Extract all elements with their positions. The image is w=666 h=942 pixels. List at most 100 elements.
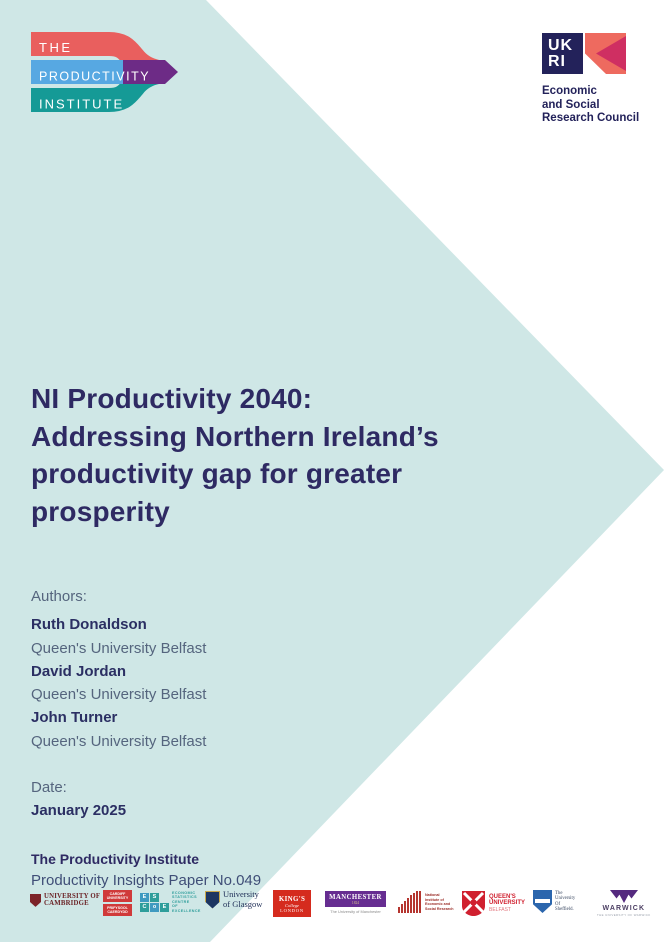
ukri-mark-row: UK RI xyxy=(542,33,666,74)
cambridge-line-1: UNIVERSITY OF xyxy=(44,893,101,900)
kings-line-1: KING'S xyxy=(278,894,306,903)
qub-line-3: BELFAST xyxy=(489,906,511,913)
productivity-institute-logo: THE PRODUCTIVITY INSTITUTE xyxy=(31,32,178,112)
tpi-blue-band xyxy=(31,60,135,84)
escoe-line-3: CENTRE xyxy=(172,899,190,904)
authors-label: Authors: xyxy=(31,588,87,605)
author-affiliation: Queen's University Belfast xyxy=(31,639,207,657)
cambridge-line-2: CAMBRIDGE xyxy=(44,900,89,908)
footer-paper-number: Productivity Insights Paper No.049 xyxy=(31,872,262,889)
title-line-4: prosperity xyxy=(31,495,170,527)
date-value: January 2025 xyxy=(31,802,127,820)
cardiff-line-2: UNIVERSITY xyxy=(106,896,129,900)
manchester-purple-box: MANCHESTER 1824 xyxy=(325,891,386,907)
niesr-bars-icon xyxy=(398,891,421,913)
escoe-square: o xyxy=(150,902,159,912)
author-affiliation: Queen's University Belfast xyxy=(31,732,207,750)
tpi-word-institute: INSTITUTE xyxy=(39,97,124,112)
ukri-letters-top: UK xyxy=(548,36,574,54)
escoe-line-1: ECONOMIC xyxy=(172,891,196,895)
esrc-line-2: and Social xyxy=(542,98,600,111)
tpi-purple-arrow-icon xyxy=(123,60,178,84)
title-line-3: productivity gap for greater xyxy=(31,458,403,489)
warwick-w-icon xyxy=(609,890,638,903)
niesr-line-3: Economic and xyxy=(425,902,451,906)
ukri-letters-icon: UK RI xyxy=(542,33,583,74)
ukri-arrow-icon xyxy=(585,33,626,74)
niesr-line-2: Institute of xyxy=(425,897,444,902)
sheffield-wordmark: The University Of Sheffield. xyxy=(555,891,575,913)
tpi-word-productivity: PRODUCTIVITY xyxy=(39,70,150,84)
author-name: Ruth Donaldson xyxy=(31,616,147,634)
cardiff-line-3: PRIFYSGOL xyxy=(107,905,128,910)
escoe-line-4: OF xyxy=(172,904,178,909)
escoe-square: E xyxy=(160,902,169,912)
esrc-council-name: Economic and Social Research Council xyxy=(542,85,666,126)
partner-logo-queens-belfast: QUEEN'S UNIVERSITY BELFAST xyxy=(461,890,525,917)
escoe-square: C xyxy=(140,902,149,912)
partner-logo-cambridge: UNIVERSITY OF CAMBRIDGE xyxy=(30,893,100,908)
footer-block: The Productivity Institute Productivity … xyxy=(31,851,261,889)
authors-block: Authors: Ruth Donaldson Queen's Universi… xyxy=(31,585,206,823)
page-title: NI Productivity 2040: Addressing Norther… xyxy=(31,380,511,530)
sheffield-line-1: The xyxy=(555,890,563,896)
title-line-2: Addressing Northern Ireland’s xyxy=(31,420,439,452)
partner-logo-warwick: WARWICK THE UNIVERSITY OF WARWICK xyxy=(597,890,651,917)
escoe-square: E xyxy=(140,892,149,902)
cardiff-line-4: CAERDYDD xyxy=(107,910,128,914)
warwick-subline: THE UNIVERSITY OF WARWICK xyxy=(597,913,651,917)
manchester-line-1: MANCHESTER xyxy=(329,893,382,901)
partner-logo-escoe: E S C o E ECONOMIC STATISTICS CENTRE OF … xyxy=(140,891,201,913)
kings-red-box: KING'S College LONDON xyxy=(273,890,311,917)
niesr-line-1: National xyxy=(425,893,440,897)
escoe-square: S xyxy=(150,892,159,902)
partner-logo-sheffield: The University Of Sheffield. xyxy=(533,890,575,913)
partner-logo-manchester: MANCHESTER 1824 The University of Manche… xyxy=(325,891,386,914)
manchester-subline: The University of Manchester xyxy=(330,908,381,914)
ukri-letters-bottom: RI xyxy=(548,52,566,70)
escoe-line-5: EXCELLENCE xyxy=(172,908,201,913)
author-name: David Jordan xyxy=(31,662,127,680)
partner-logo-strip: UNIVERSITY OF CAMBRIDGE CARDIFF UNIVERSI… xyxy=(0,888,666,922)
glasgow-line-1: University xyxy=(223,889,259,899)
esrc-line-3: Research Council xyxy=(542,112,640,124)
qub-crest-icon xyxy=(462,891,485,916)
sheffield-line-4: Sheffield. xyxy=(555,906,574,912)
niesr-line-4: Social Research xyxy=(425,906,454,911)
sheffield-line-3: Of xyxy=(555,901,561,907)
escoe-wordmark: ECONOMIC STATISTICS CENTRE OF EXCELLENCE xyxy=(172,891,201,913)
partner-logo-kings: KING'S College LONDON xyxy=(273,890,311,917)
title-line-1: NI Productivity 2040: xyxy=(31,383,313,414)
cambridge-wordmark: UNIVERSITY OF CAMBRIDGE xyxy=(44,893,100,908)
esrc-line-1: Economic xyxy=(542,85,597,97)
cardiff-box-english: CARDIFF UNIVERSITY xyxy=(103,890,132,902)
author-name: John Turner xyxy=(31,709,118,727)
cardiff-line-1: CARDIFF xyxy=(109,891,126,896)
cardiff-box-welsh: PRIFYSGOL CAERDYDD xyxy=(103,904,132,916)
partner-logo-niesr: National Institute of Economic and Socia… xyxy=(398,891,454,913)
kings-line-3: LONDON xyxy=(280,907,304,913)
manchester-line-2: 1824 xyxy=(351,900,360,905)
glasgow-line-2: of Glasgow xyxy=(223,898,263,909)
date-label: Date: xyxy=(31,779,67,797)
qub-line-1: QUEEN'S xyxy=(489,893,516,900)
author-affiliation: Queen's University Belfast xyxy=(31,686,207,704)
glasgow-wordmark: University of Glasgow xyxy=(223,889,263,909)
escoe-grid-icon: E S C o E xyxy=(140,892,169,912)
kings-line-2: College xyxy=(285,902,299,908)
partner-logo-cardiff: CARDIFF UNIVERSITY PRIFYSGOL CAERDYDD xyxy=(103,890,132,916)
warwick-wordmark: WARWICK xyxy=(602,904,646,912)
niesr-wordmark: National Institute of Economic and Socia… xyxy=(425,893,454,911)
escoe-line-2: STATISTICS xyxy=(172,895,197,900)
footer-institute-name: The Productivity Institute xyxy=(31,851,200,867)
partner-logo-glasgow: University of Glasgow xyxy=(205,889,263,909)
cambridge-shield-icon xyxy=(30,893,41,907)
glasgow-shield-icon xyxy=(205,890,220,909)
qub-line-2: UNIVERSITY xyxy=(489,900,526,907)
qub-wordmark: QUEEN'S UNIVERSITY BELFAST xyxy=(489,894,525,913)
sheffield-line-2: University xyxy=(555,896,576,902)
tpi-word-the: THE xyxy=(39,40,73,55)
ukri-esrc-logo: UK RI Economic and Social Research Counc… xyxy=(542,33,666,126)
sheffield-shield-icon xyxy=(533,890,552,913)
